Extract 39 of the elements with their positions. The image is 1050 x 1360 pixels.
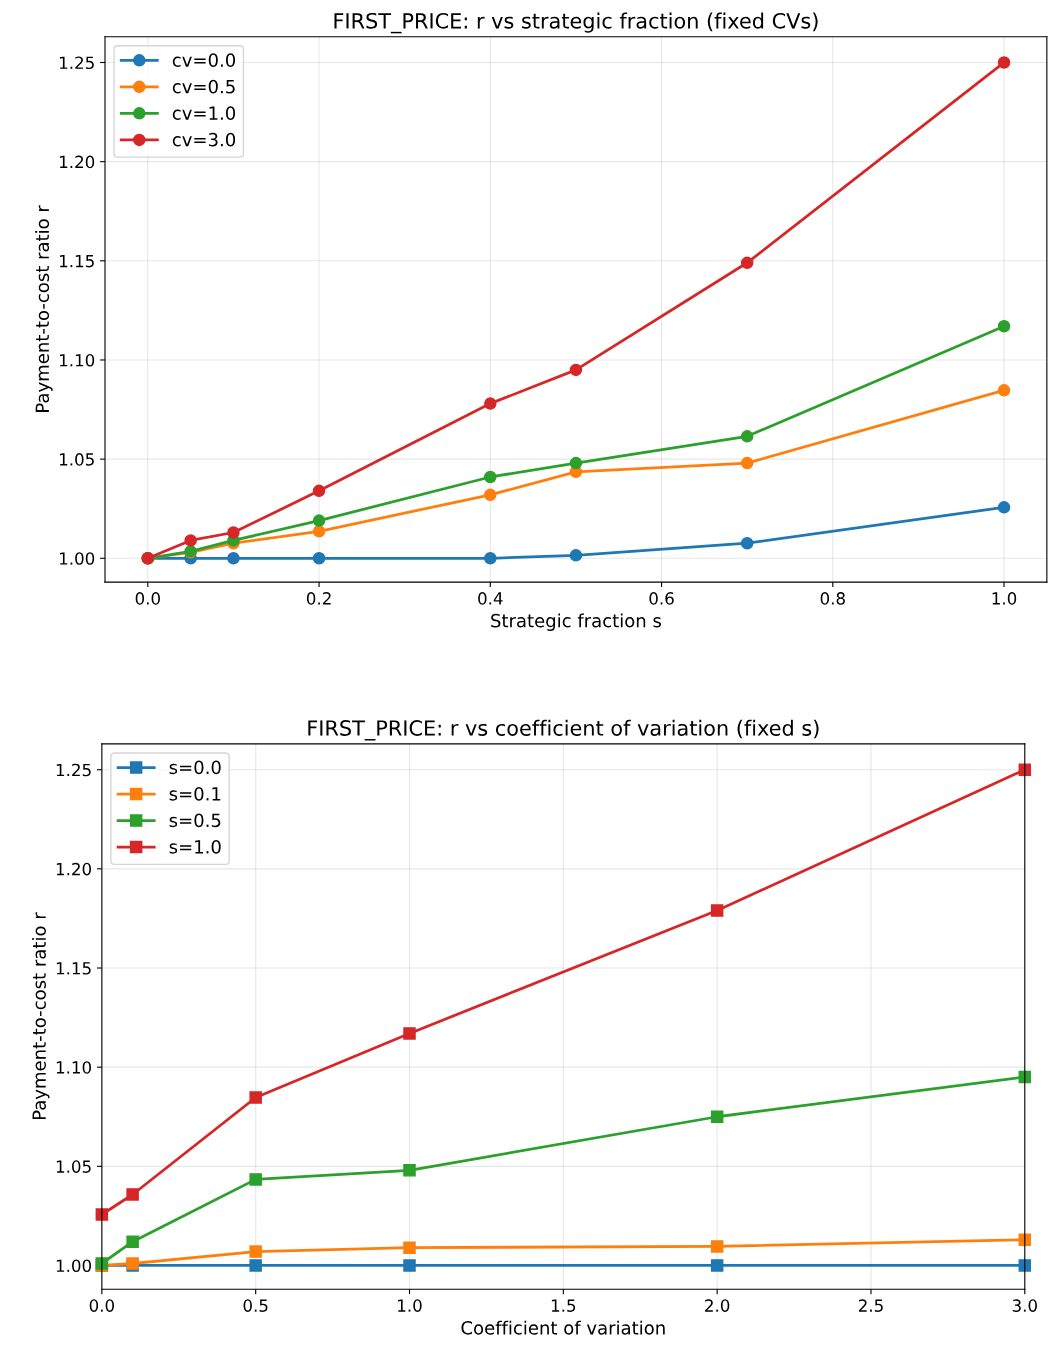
x-tick-label: 0.8 [820,592,845,605]
y-axis-title: Payment-to-cost ratio r [31,912,50,1120]
y-tick-label: 1.25 [60,56,94,70]
x-tick-label: 0.6 [649,592,674,605]
legend-label: s=0.5 [169,813,221,828]
y-tick-label: 1.00 [56,1259,92,1273]
x-tick-label: 2.0 [705,1299,730,1312]
y-axis-title: Payment-to-cost ratio r [35,205,53,412]
legend-label: cv=0.5 [172,79,235,94]
chart-title: FIRST_PRICE: r vs coefficient of variation (fixed s) [308,719,819,741]
y-tick-label: 1.05 [56,1160,91,1173]
x-tick-label: 1.5 [551,1299,576,1312]
y-tick-label: 1.05 [60,453,94,466]
legend-label: s=1.0 [169,840,221,854]
y-tick-label: 1.15 [56,962,91,975]
legend-label: s=0.0 [169,760,221,775]
legend-label: s=0.1 [169,786,221,801]
x-tick-label: 0.0 [89,1299,114,1312]
legend-label: cv=3.0 [172,132,236,147]
y-tick-label: 1.20 [60,155,95,169]
x-tick-label: 1.0 [398,1299,422,1312]
x-tick-label: 3.0 [1012,1299,1037,1312]
x-tick-label: 0.2 [306,592,331,605]
x-tick-label: 0.0 [135,592,160,605]
x-tick-label: 2.5 [858,1299,883,1312]
y-tick-label: 1.25 [56,763,91,777]
y-tick-label: 1.10 [56,1061,92,1074]
y-tick-label: 1.15 [60,254,94,268]
y-tick-label: 1.10 [60,353,95,367]
x-axis-title: Strategic fraction s [491,613,661,631]
chart-title: FIRST_PRICE: r vs strategic fraction (fixed CVs) [334,12,818,34]
legend-label: cv=0.0 [172,53,236,67]
y-tick-label: 1.00 [60,552,95,565]
x-tick-label: 0.4 [478,592,503,605]
x-tick-label: 1.0 [992,592,1017,605]
y-tick-label: 1.20 [56,862,92,876]
x-axis-title: Coefficient of variation [461,1320,665,1335]
legend-label: cv=1.0 [172,106,236,120]
x-tick-label: 0.5 [243,1299,268,1312]
